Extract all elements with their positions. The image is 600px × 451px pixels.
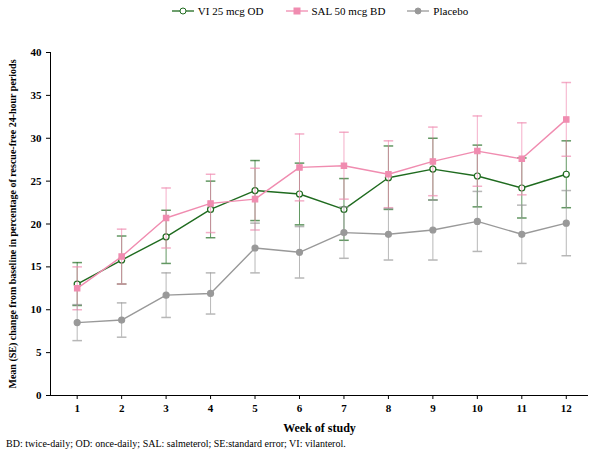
svg-text:5: 5 [36, 346, 42, 358]
svg-text:30: 30 [31, 132, 43, 144]
svg-text:8: 8 [386, 402, 392, 414]
svg-text:10: 10 [31, 303, 43, 315]
svg-text:3: 3 [163, 402, 169, 414]
svg-text:40: 40 [31, 46, 43, 58]
svg-text:2: 2 [119, 402, 125, 414]
svg-text:Week of study: Week of study [283, 421, 356, 435]
svg-text:7: 7 [341, 402, 347, 414]
svg-text:9: 9 [430, 402, 436, 414]
svg-text:35: 35 [31, 89, 43, 101]
svg-text:1: 1 [74, 402, 80, 414]
svg-text:15: 15 [31, 260, 43, 272]
svg-text:12: 12 [561, 402, 573, 414]
svg-text:5: 5 [252, 402, 258, 414]
svg-text:20: 20 [31, 218, 43, 230]
svg-text:6: 6 [297, 402, 303, 414]
svg-text:25: 25 [31, 175, 43, 187]
svg-text:Mean (SE) change from baseline: Mean (SE) change from baseline in percen… [7, 59, 19, 388]
html-text:Placebo: Placebo [433, 5, 469, 17]
html-text:SAL 50 mcg BD: SAL 50 mcg BD [311, 5, 386, 17]
svg-text:4: 4 [208, 402, 214, 414]
html-text:VI 25 mcg OD: VI 25 mcg OD [197, 5, 264, 17]
svg-text:10: 10 [472, 402, 484, 414]
svg-text:11: 11 [517, 402, 527, 414]
svg-text:0: 0 [36, 389, 42, 401]
html-text:BD: twice-daily; OD: once-dail: BD: twice-daily; OD: once-daily; SAL: sa… [6, 438, 346, 449]
